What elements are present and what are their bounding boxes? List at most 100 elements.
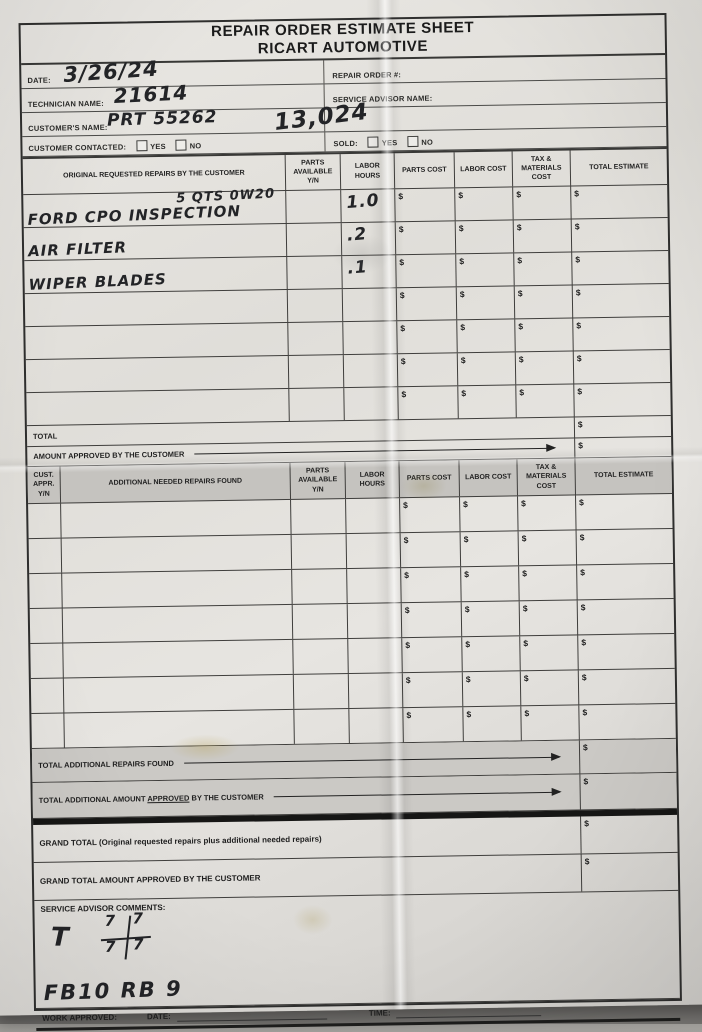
tax-materials-cost-cell: $	[516, 384, 575, 418]
band-approved-suffix: BY THE CUSTOMER	[189, 792, 264, 803]
amount-approved-label: AMOUNT APPROVED BY THE CUSTOMER	[33, 449, 185, 461]
labor-hours-cell	[346, 533, 402, 569]
total-estimate-cell: $	[572, 218, 668, 252]
handwritten-description: AIR FILTER	[27, 238, 128, 261]
parts-cost-cell: $	[402, 637, 463, 673]
header-labor-cost: LABOR COST	[454, 151, 514, 188]
parts-cost-cell: $	[401, 567, 462, 603]
tax-materials-cost-cell: $	[514, 252, 573, 286]
description-cell: AIR FILTER	[23, 223, 288, 261]
date-label: DATE:	[27, 75, 51, 86]
dollar-sign: $	[399, 257, 405, 268]
dollar-sign: $	[575, 254, 581, 265]
dollar-sign: $	[403, 500, 408, 511]
dollar-sign: $	[401, 389, 407, 400]
handwritten-labor-hours: 1.0	[345, 190, 381, 214]
total-money-cell: $	[575, 416, 671, 438]
customer-contacted-yes-checkbox	[136, 140, 148, 152]
parts-available-cell	[291, 499, 347, 534]
tax-materials-cost-cell: $	[513, 219, 573, 253]
additional-table-rows: $ $ $ $ $ $ $ $ $ $ $ $ $ $ $ $	[28, 493, 676, 750]
parts-available-cell	[286, 223, 343, 256]
parts-available-cell	[293, 674, 350, 709]
labor-hours-cell	[344, 387, 399, 421]
total-additional-approved-money-cell: $	[580, 773, 677, 810]
dollar-sign: $	[463, 499, 468, 510]
handwritten-description: WIPER BLADES	[28, 270, 168, 294]
labor-cost-cell: $	[461, 601, 521, 637]
dollar-sign: $	[518, 321, 524, 332]
total-estimate-cell: $	[573, 284, 669, 318]
sold-no-label: NO	[421, 137, 434, 147]
dollar-sign: $	[517, 288, 523, 299]
dollar-sign: $	[465, 639, 471, 650]
dollar-sign: $	[574, 188, 580, 199]
dollar-sign: $	[522, 603, 528, 614]
dollar-sign: $	[521, 498, 526, 509]
labor-cost-cell: $	[457, 352, 517, 386]
dollar-sign: $	[459, 289, 465, 300]
description-cell	[62, 604, 294, 643]
handwritten-labor-hours: .1	[346, 257, 369, 279]
dollar-sign: $	[403, 535, 409, 546]
dollar-sign: $	[461, 388, 467, 399]
dollar-sign: $	[466, 709, 472, 720]
total-estimate-cell: $	[578, 634, 675, 670]
cust-appr-cell	[30, 643, 64, 679]
labor-cost-cell: $	[455, 187, 514, 221]
labor-cost-cell: $	[462, 636, 521, 672]
band-approved-prefix: TOTAL ADDITIONAL AMOUNT	[38, 794, 148, 805]
labor-hours-cell	[349, 708, 404, 744]
labor-hours-cell: .2	[341, 222, 397, 256]
description-cell: 5 QTS 0W20 FORD CPO INSPECTION	[23, 186, 287, 229]
date-signature-line	[176, 1008, 327, 1022]
total-label: TOTAL	[32, 431, 58, 441]
grand-total-money-cell: $	[581, 815, 678, 854]
grand-total-label: GRAND TOTAL (Original requested repairs …	[39, 834, 322, 848]
grand-total-approved-money-cell: $	[582, 853, 679, 892]
dollar-sign: $	[398, 191, 404, 202]
parts-cost-cell: $	[400, 532, 462, 568]
cust-appr-cell	[28, 538, 63, 574]
dollar-sign: $	[400, 356, 406, 367]
tire-tread-diagram: 7 7 7 7	[100, 909, 152, 962]
customer-value-handwriting: PRT 55262	[106, 107, 218, 131]
time-signature-line	[396, 1005, 542, 1018]
header-labor-hours: LABOR HOURS	[340, 153, 396, 190]
labor-hours-cell	[348, 638, 403, 674]
dollar-sign: $	[584, 818, 589, 829]
dollar-sign: $	[464, 604, 470, 615]
description-cell	[61, 534, 293, 573]
total-estimate-cell: $	[579, 704, 676, 740]
parts-available-cell	[289, 388, 345, 421]
dollar-sign: $	[516, 189, 522, 200]
header-parts-cost-2: PARTS COST	[399, 460, 461, 498]
dollar-sign: $	[580, 567, 586, 578]
dollar-sign: $	[518, 354, 524, 365]
info-block: DATE: 3/26/24 REPAIR ORDER #: TECHNICIAN…	[21, 55, 667, 160]
parts-available-cell	[288, 355, 345, 388]
parts-cost-cell: $	[398, 386, 459, 420]
footer-date-label: DATE:	[146, 1011, 171, 1022]
parts-cost-cell: $	[400, 497, 461, 533]
labor-hours-cell	[343, 354, 399, 388]
tread-top-right: 7	[132, 909, 144, 928]
total-additional-money-cell: $	[580, 739, 677, 774]
dollar-sign: $	[579, 497, 584, 508]
description-cell	[64, 709, 295, 748]
dollar-sign: $	[521, 533, 527, 544]
dollar-sign: $	[404, 570, 410, 581]
sold-label: SOLD:	[333, 138, 358, 149]
total-estimate-cell: $	[574, 350, 670, 384]
total-estimate-cell: $	[573, 317, 669, 351]
parts-cost-cell: $	[396, 254, 457, 288]
parts-available-cell	[288, 322, 344, 355]
total-estimate-cell: $	[571, 185, 667, 219]
header-parts-available: PARTS AVAILABLE Y/N	[285, 154, 342, 190]
handwritten-labor-hours: .2	[346, 224, 368, 246]
title-line-1: REPAIR ORDER ESTIMATE SHEET	[210, 19, 475, 41]
dollar-sign: $	[459, 256, 465, 267]
dollar-sign: $	[576, 353, 582, 364]
total-estimate-cell: $	[579, 669, 676, 705]
